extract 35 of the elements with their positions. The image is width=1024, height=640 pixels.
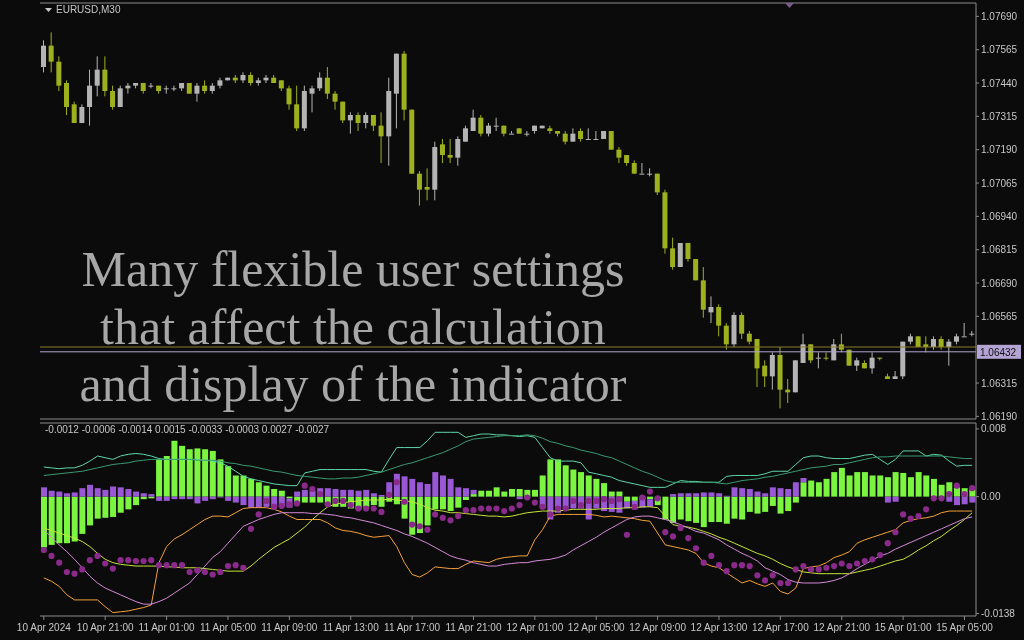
x-tick-label: 15 Apr 05:00 [936, 622, 994, 633]
chart-title: -0.0012 -0.0006 -0.0014 0.0015 -0.0033 -0.0003 0.0027 -0.0027 [45, 424, 330, 436]
x-tick-label: 11 Apr 17:00 [384, 622, 441, 633]
y-tick-label: 0.00 [981, 491, 1001, 503]
y-tick-label: 1.07190 [981, 144, 1018, 156]
x-tick-label: 11 Apr 13:00 [322, 622, 380, 633]
y-tick-label: 1.07315 [981, 110, 1018, 122]
y-tick-label: -0.0138 [981, 608, 1016, 620]
y-tick-label: 1.07440 [981, 77, 1018, 89]
y-tick-label: 1.06565 [981, 310, 1018, 322]
x-tick-label: 12 Apr 09:00 [629, 622, 687, 633]
y-tick-label: 1.06690 [981, 277, 1018, 289]
annotation: Many flexible user settings that affect the calculation and display of the indicator [78, 241, 628, 414]
y-tick-label: 1.06815 [981, 244, 1018, 256]
y-tick-label: 0.008 [981, 423, 1007, 435]
x-tick-label: 11 Apr 05:00 [199, 622, 257, 633]
x-tick-label: 11 Apr 01:00 [138, 622, 196, 633]
x-tick-label: 11 Apr 09:00 [261, 622, 318, 633]
y-tick-label: 1.06190 [981, 410, 1018, 422]
x-tick-label: 10 Apr 2024 [16, 622, 72, 633]
x-tick-label: 12 Apr 13:00 [690, 622, 748, 633]
x-tick-label: 11 Apr 21:00 [445, 622, 502, 633]
x-tick-label: 12 Apr 05:00 [567, 622, 626, 633]
x-tick-label: 12 Apr 17:00 [752, 622, 810, 633]
x-tick-label: 15 Apr 01:00 [874, 622, 932, 633]
y-tick-label: 1.07565 [981, 44, 1018, 56]
x-tick-label: 10 Apr 21:00 [76, 622, 135, 633]
x-tick-label: 12 Apr 21:00 [813, 622, 871, 633]
chart-title: EURUSD,M30 [56, 4, 121, 16]
y-tick-label: 1.07690 [981, 10, 1018, 22]
y-tick-label: 1.07065 [981, 177, 1018, 189]
x-tick-label: 12 Apr 01:00 [506, 622, 564, 633]
y-tick-label: 1.06940 [981, 210, 1018, 222]
y-tick-label: 1.06315 [981, 377, 1018, 389]
ref-line-label: 1.06432 [980, 346, 1017, 358]
